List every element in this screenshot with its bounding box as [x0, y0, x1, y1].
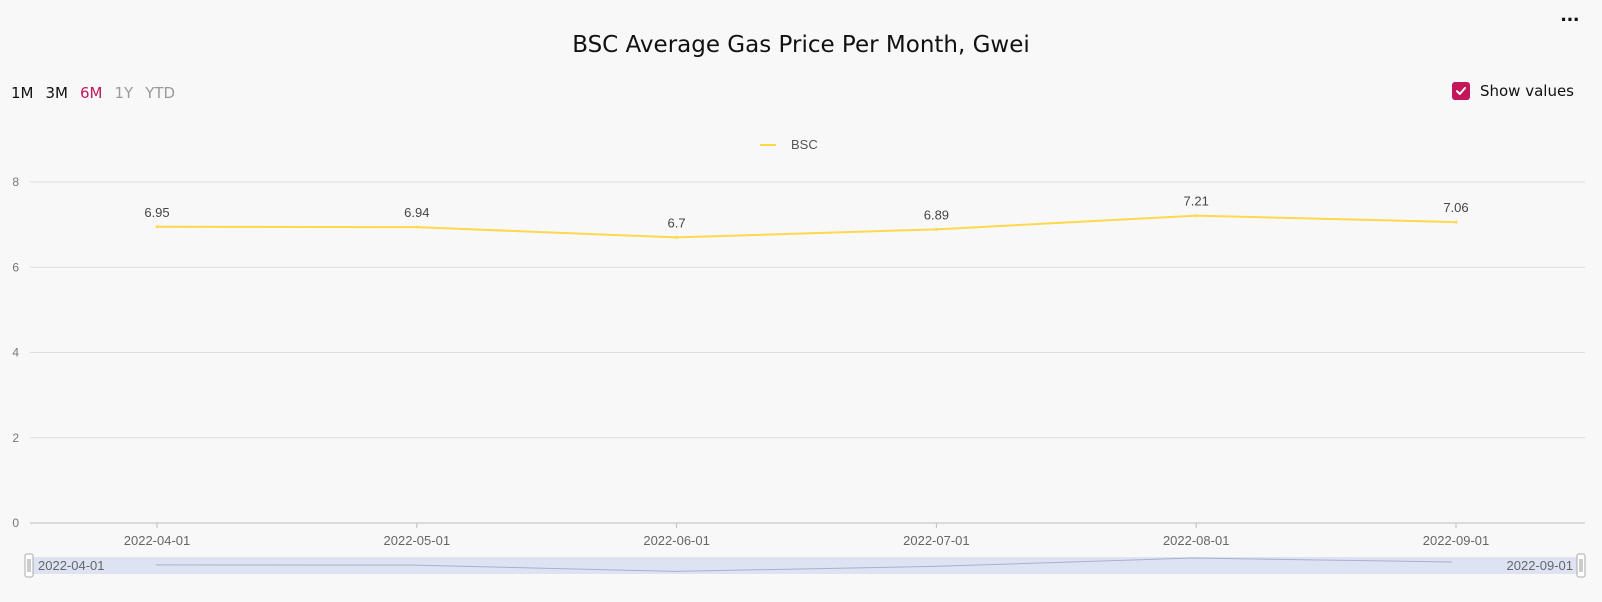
y-tick-label: 0: [12, 516, 19, 530]
range-tabs: 1M 3M 6M 1Y YTD: [11, 84, 175, 102]
show-values-toggle[interactable]: Show values: [1451, 82, 1574, 100]
data-label: 7.06: [1443, 200, 1468, 215]
x-tick-label: 2022-07-01: [903, 533, 970, 548]
data-label: 6.94: [404, 205, 429, 220]
data-label: 6.89: [924, 207, 949, 222]
y-tick-label: 4: [12, 346, 19, 360]
y-tick-label: 8: [12, 175, 19, 189]
zoom-slider-track: [29, 557, 1581, 574]
data-label: 7.21: [1184, 194, 1209, 209]
x-tick-label: 2022-09-01: [1423, 533, 1490, 548]
zoom-handle-start[interactable]: [24, 553, 34, 578]
y-tick-label: 6: [12, 260, 19, 274]
range-tab-1y[interactable]: 1Y: [114, 84, 134, 102]
checkbox-checked-icon[interactable]: [1451, 82, 1470, 100]
zoom-start-label: 2022-04-01: [38, 558, 105, 573]
data-point: [1194, 214, 1198, 218]
data-label: 6.95: [144, 205, 169, 220]
zoom-slider-preview: [155, 557, 1453, 572]
data-point: [675, 235, 679, 239]
x-tick-label: 2022-08-01: [1163, 533, 1230, 548]
data-point: [155, 225, 159, 229]
x-tick-label: 2022-06-01: [643, 533, 710, 548]
zoom-handle-end[interactable]: [1576, 553, 1586, 578]
range-tab-ytd[interactable]: YTD: [145, 84, 176, 102]
legend-label: BSC: [791, 137, 818, 152]
series-line-bsc: [156, 214, 1457, 239]
more-options-icon[interactable]: ···: [1560, 7, 1581, 32]
range-tab-1m[interactable]: 1M: [11, 84, 34, 102]
range-tab-6m[interactable]: 6M: [80, 84, 103, 102]
x-tick-label: 2022-04-01: [124, 533, 191, 548]
show-values-label: Show values: [1479, 82, 1574, 100]
zoom-end-label: 2022-09-01: [1507, 558, 1574, 573]
data-point: [934, 227, 938, 231]
chart-title: BSC Average Gas Price Per Month, Gwei: [572, 32, 1030, 58]
data-point: [415, 225, 419, 229]
y-tick-label: 2: [12, 431, 19, 445]
data-label: 6.7: [668, 215, 686, 230]
x-tick-label: 2022-05-01: [384, 533, 451, 548]
range-tab-3m[interactable]: 3M: [45, 84, 69, 102]
data-point: [1454, 220, 1458, 224]
